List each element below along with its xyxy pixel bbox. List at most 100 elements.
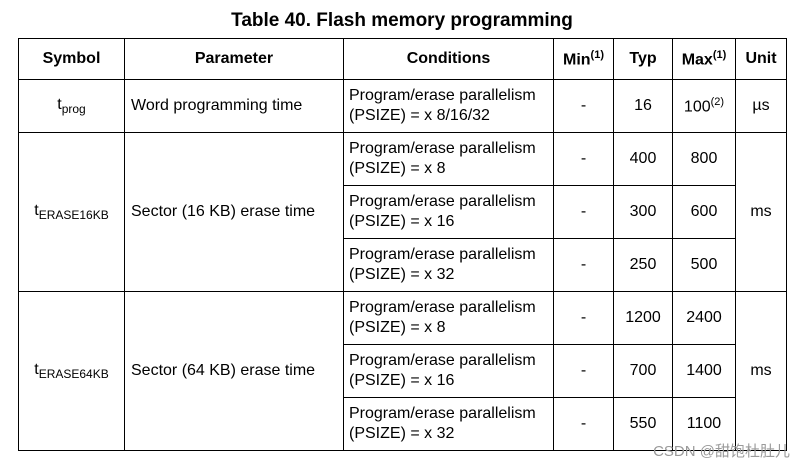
min-cell: - — [553, 238, 614, 292]
condition-line: Program/erase parallelism — [349, 87, 536, 104]
header-text: Symbol — [42, 50, 101, 67]
condition-line: (PSIZE) = x 32 — [349, 425, 455, 442]
unit: ms — [750, 203, 772, 220]
header-row: Symbol Parameter Conditions Min(1) Typ Max(1)… — [18, 38, 787, 80]
parameter: Sector (64 KB) erase time — [131, 362, 316, 379]
parameter: Word programming time — [131, 97, 303, 114]
condition-line: Program/erase parallelism — [349, 352, 536, 369]
typ-cell: 550 — [613, 397, 673, 451]
min-value: - — [580, 362, 587, 379]
condition-line: (PSIZE) = x 16 — [349, 372, 455, 389]
condition-line: (PSIZE) = x 8 — [349, 319, 446, 336]
spec-table: Symbol Parameter Conditions Min(1) Typ Max(1)… — [18, 38, 787, 451]
symbol-cell: tERASE16KB — [18, 132, 125, 292]
symbol-subscript: prog — [61, 102, 86, 117]
max-value: 100 — [683, 98, 711, 116]
header-cell: Max(1) — [672, 38, 736, 80]
min-cell: - — [553, 132, 614, 186]
typ-value: 300 — [629, 203, 657, 220]
max-cell: 800 — [672, 132, 736, 186]
max-cell: 1400 — [672, 344, 736, 398]
table-body: Symbol Parameter Conditions Min(1) Typ Max(1)… — [18, 38, 787, 451]
typ-cell: 16 — [613, 79, 673, 133]
symbol-subscript: ERASE64KB — [38, 367, 109, 382]
watermark: CSDN @甜饱杜肚儿 — [653, 443, 790, 460]
parameter-cell: Sector (64 KB) erase time — [124, 291, 344, 451]
max-value: 600 — [690, 203, 718, 220]
symbol-cell: tprog — [18, 79, 125, 133]
typ-cell: 700 — [613, 344, 673, 398]
condition-line: Program/erase parallelism — [349, 193, 536, 210]
min-cell: - — [553, 79, 614, 133]
min-value: - — [580, 203, 587, 220]
max-cell: 100(2) — [672, 79, 736, 133]
max-value-note: (2) — [710, 95, 725, 108]
typ-cell: 400 — [613, 132, 673, 186]
typ-value: 550 — [629, 415, 657, 432]
symbol: t — [57, 95, 62, 113]
min-value: - — [580, 150, 587, 167]
unit-cell: ms — [735, 291, 787, 451]
symbol: t — [34, 201, 39, 219]
min-value: - — [580, 256, 587, 273]
parameter-cell: Sector (16 KB) erase time — [124, 132, 344, 292]
conditions-cell: Program/erase parallelism (PSIZE) = x 8 — [343, 291, 554, 345]
header-text: Conditions — [406, 50, 491, 67]
condition-line: (PSIZE) = x 32 — [349, 266, 455, 283]
max-value: 1100 — [686, 415, 722, 432]
typ-value: 16 — [634, 97, 652, 114]
min-cell: - — [553, 185, 614, 239]
condition-line: Program/erase parallelism — [349, 299, 536, 316]
condition-line: Program/erase parallelism — [349, 405, 536, 422]
typ-cell: 1200 — [613, 291, 673, 345]
header-text: Max — [681, 51, 713, 69]
min-value: - — [580, 97, 587, 114]
typ-value: 400 — [629, 150, 657, 167]
data-row: tERASE16KB Sector (16 KB) erase time Progr… — [18, 132, 787, 292]
unit-cell: µs — [735, 79, 787, 133]
parameter: Sector (16 KB) erase time — [131, 203, 316, 220]
max-value: 2400 — [686, 309, 722, 326]
header-cell: Parameter — [124, 38, 344, 80]
max-value: 1400 — [686, 362, 722, 379]
typ-cell: 300 — [613, 185, 673, 239]
header-text: Unit — [745, 50, 777, 67]
symbol-cell: tERASE64KB — [18, 291, 125, 451]
header-cell: Typ — [613, 38, 673, 80]
typ-value: 1200 — [625, 309, 661, 326]
min-value: - — [580, 415, 587, 432]
conditions-cell: Program/erase parallelism (PSIZE) = x 32 — [343, 238, 554, 292]
typ-value: 250 — [629, 256, 657, 273]
typ-cell: 250 — [613, 238, 673, 292]
data-row: Program/erase parallelism (PSIZE) = x 32 -… — [19, 397, 787, 451]
max-cell: 500 — [672, 238, 736, 292]
data-row: Program/erase parallelism (PSIZE) = x 32 -… — [19, 238, 787, 292]
max-cell: 600 — [672, 185, 736, 239]
unit: µs — [752, 97, 770, 114]
condition-line: (PSIZE) = x 16 — [349, 213, 455, 230]
symbol-subscript: ERASE16KB — [38, 208, 109, 223]
data-row: Program/erase parallelism (PSIZE) = x 16 -… — [19, 185, 787, 239]
condition-line: (PSIZE) = x 8 — [349, 160, 446, 177]
header-text: Parameter — [194, 50, 274, 67]
parameter-cell: Word programming time — [124, 79, 344, 133]
header-text-note: (1) — [712, 48, 727, 61]
min-cell: - — [553, 291, 614, 345]
conditions-cell: Program/erase parallelism (PSIZE) = x 8/1… — [343, 79, 554, 133]
header-cell: Conditions — [343, 38, 554, 80]
min-cell: - — [553, 397, 614, 451]
unit: ms — [750, 362, 772, 379]
min-value: - — [580, 309, 587, 326]
max-value: 800 — [690, 150, 718, 167]
max-value: 500 — [690, 256, 718, 273]
header-text-note: (1) — [590, 48, 604, 61]
header-cell: Unit — [735, 38, 787, 80]
header-cell: Symbol — [18, 38, 125, 80]
conditions-cell: Program/erase parallelism (PSIZE) = x 8 — [343, 132, 554, 186]
symbol: t — [34, 360, 39, 378]
min-cell: - — [553, 344, 614, 398]
conditions-cell: Program/erase parallelism (PSIZE) = x 32 — [343, 397, 554, 451]
data-row: tprog Word programming time Program/erase … — [18, 79, 787, 133]
max-cell: 1100 — [672, 397, 736, 451]
